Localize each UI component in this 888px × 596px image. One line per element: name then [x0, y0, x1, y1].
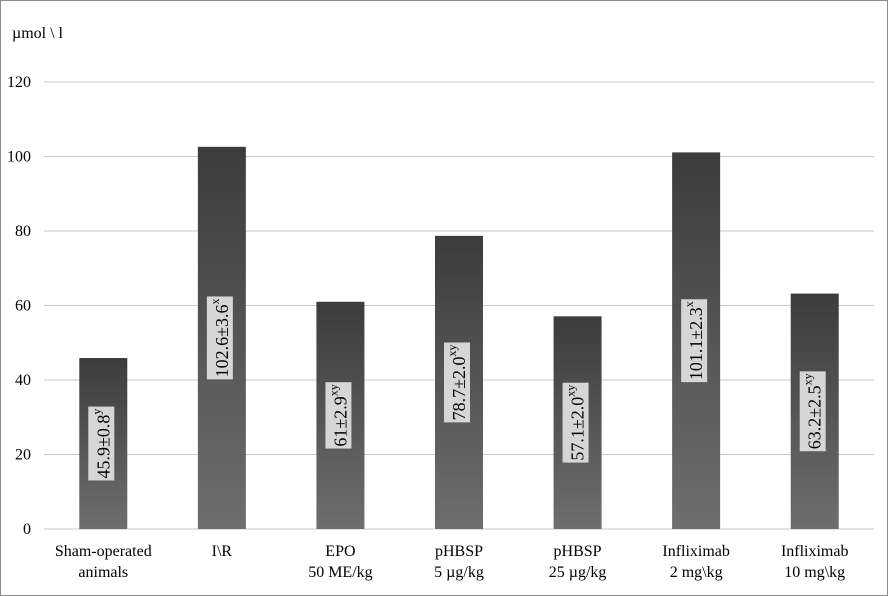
data-label: 45.9±0.8y: [88, 406, 115, 481]
category-label: Infliximab: [781, 543, 849, 560]
category-label: pHBSP: [554, 543, 602, 560]
y-tick-label: 100: [7, 149, 31, 166]
data-label: 57.1±2.0xy: [562, 382, 589, 463]
data-label-bg: [799, 371, 826, 452]
data-label-bg: [88, 406, 115, 481]
category-labels: Sham-operated animals I\R EPO 50 ME/kg pHBSP 5…: [55, 543, 849, 581]
data-label-bg: [562, 382, 589, 463]
data-label-text: 61±2.9xy: [326, 384, 350, 446]
data-label-bg: [444, 342, 470, 423]
data-label-text: 57.1±2.0xy: [564, 385, 588, 461]
category-label: 50 ME/kg: [308, 564, 372, 581]
y-tick-label: 120: [7, 74, 31, 91]
y-tick-labels: 0 20 40 60 80 100 120: [7, 74, 31, 538]
data-label-text: 102.6±3.6x: [208, 298, 232, 377]
category-label: pHBSP: [435, 543, 483, 560]
category-label: 2 mg\kg: [670, 564, 723, 581]
category-label: 5 µg/kg: [434, 564, 484, 581]
data-label-text: 45.9±0.8y: [89, 409, 113, 479]
data-label-bg: [206, 296, 233, 380]
category-label: Sham-operated: [55, 543, 152, 560]
data-label: 61±2.9xy: [325, 382, 352, 449]
data-label-bg: [325, 382, 352, 449]
category-label: 25 µg/kg: [549, 564, 607, 581]
data-label-text: 101.1±2.3x: [682, 301, 706, 380]
data-label-text: 78.7±2.0xy: [445, 344, 469, 420]
bars: 45.9±0.8y 102.6±3.6x 61±2.9xy 78.7±2.0xy 57.…: [79, 146, 839, 529]
category-label: EPO: [325, 543, 355, 560]
y-tick-label: 40: [15, 372, 31, 389]
data-label: 101.1±2.3x: [681, 299, 708, 383]
y-axis-label: µmol \ l: [12, 25, 64, 42]
data-label-text: 63.2±2.5xy: [801, 373, 825, 449]
data-label-bg: [681, 299, 708, 383]
y-tick-label: 20: [15, 447, 31, 464]
y-tick-label: 0: [23, 521, 31, 538]
data-label: 102.6±3.6x: [206, 296, 233, 380]
category-label: I\R: [212, 543, 233, 560]
gridlines: [44, 81, 874, 530]
data-label: 78.7±2.0xy: [444, 342, 470, 423]
category-label: 10 mg\kg: [784, 564, 845, 581]
data-label: 63.2±2.5xy: [799, 371, 826, 452]
y-tick-label: 80: [15, 223, 31, 240]
y-tick-label: 60: [15, 298, 31, 315]
category-label: animals: [78, 564, 128, 581]
category-label: Infliximab: [662, 543, 730, 560]
